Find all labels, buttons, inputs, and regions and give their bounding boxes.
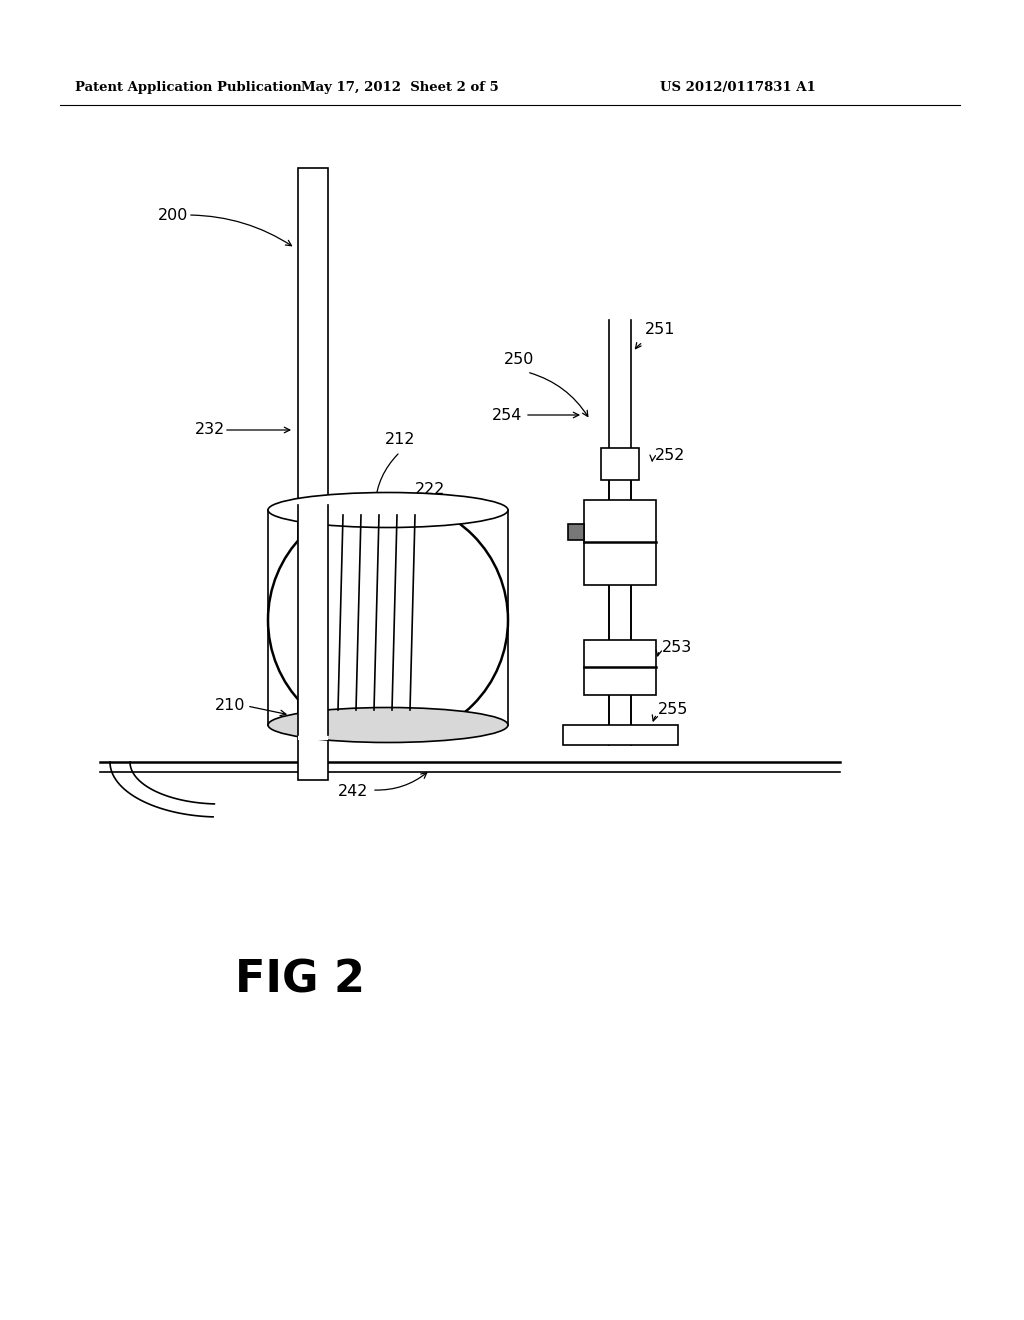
Text: 212: 212 (385, 433, 416, 447)
Circle shape (268, 500, 508, 741)
Ellipse shape (268, 708, 508, 742)
Text: 253: 253 (662, 639, 692, 655)
Text: 200: 200 (158, 207, 188, 223)
Text: FIG 2: FIG 2 (234, 958, 365, 1002)
Text: US 2012/0117831 A1: US 2012/0117831 A1 (660, 82, 816, 95)
Bar (584, 500, 656, 585)
Text: 251: 251 (645, 322, 676, 338)
Bar (298, 168, 328, 780)
Bar (584, 640, 656, 696)
Text: 222: 222 (415, 483, 445, 498)
Text: 242: 242 (338, 784, 369, 800)
Text: 252: 252 (655, 447, 685, 462)
Text: 255: 255 (658, 702, 688, 718)
Bar (601, 447, 639, 480)
Text: 250: 250 (504, 352, 535, 367)
Bar (563, 725, 678, 744)
Text: 232: 232 (195, 422, 225, 437)
Text: 254: 254 (492, 408, 522, 422)
Bar (568, 524, 584, 540)
Text: 210: 210 (215, 698, 246, 714)
Text: Patent Application Publication: Patent Application Publication (75, 82, 302, 95)
Bar (298, 506, 328, 741)
Ellipse shape (268, 492, 508, 528)
Text: May 17, 2012  Sheet 2 of 5: May 17, 2012 Sheet 2 of 5 (301, 82, 499, 95)
